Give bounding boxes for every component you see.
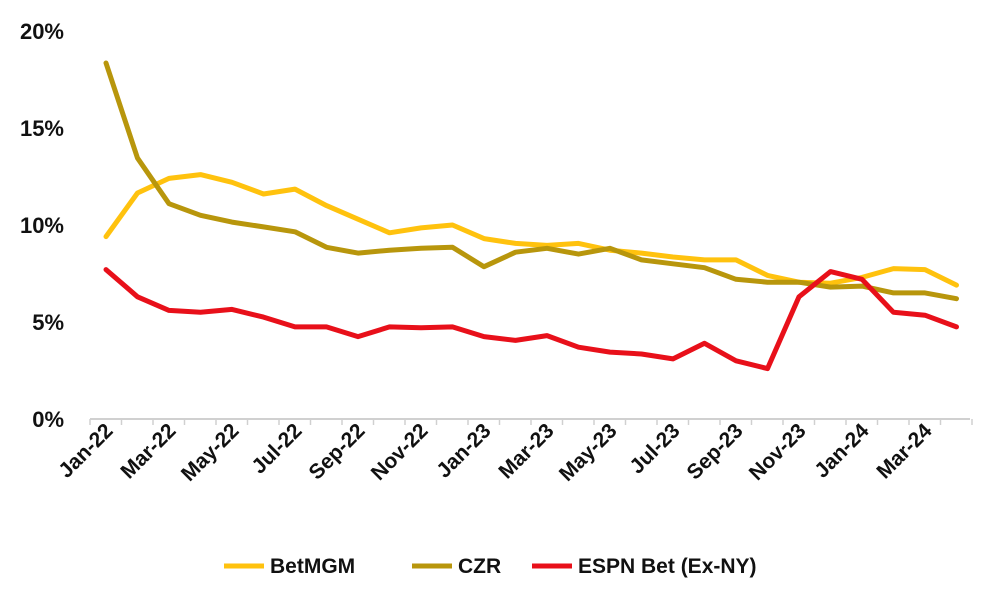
- legend-label: CZR: [458, 555, 501, 578]
- x-tick-label: Sep-22: [305, 419, 370, 484]
- x-tick-label: Jul-23: [625, 419, 684, 478]
- legend-label: BetMGM: [270, 555, 355, 578]
- x-tick-label: Nov-23: [745, 419, 811, 485]
- x-tick-label: Jul-22: [247, 419, 306, 478]
- y-tick-label: 0%: [32, 407, 64, 432]
- series-line-betmgm: [106, 175, 957, 286]
- x-tick-label: Jan-24: [810, 419, 874, 483]
- x-tick-label: Jan-23: [432, 419, 495, 482]
- legend-label: ESPN Bet (Ex-NY): [578, 555, 757, 578]
- y-tick-label: 10%: [20, 213, 64, 238]
- legend: BetMGM CZR ESPN Bet (Ex-NY): [224, 555, 757, 578]
- x-tick-label: Sep-23: [683, 419, 748, 484]
- x-tick-label: Mar-24: [872, 419, 936, 483]
- y-tick-label: 15%: [20, 116, 64, 141]
- x-tick-label: Mar-23: [494, 419, 558, 483]
- x-tick-label: Mar-22: [116, 419, 180, 483]
- x-tick-label: Nov-22: [367, 419, 433, 485]
- y-tick-label: 20%: [20, 19, 64, 44]
- series-lines: [106, 63, 957, 369]
- x-tick-label: May-23: [555, 419, 622, 486]
- x-tick-label: May-22: [177, 419, 244, 486]
- y-tick-label: 5%: [32, 310, 64, 335]
- y-axis: 0% 5% 10% 15% 20%: [20, 19, 64, 432]
